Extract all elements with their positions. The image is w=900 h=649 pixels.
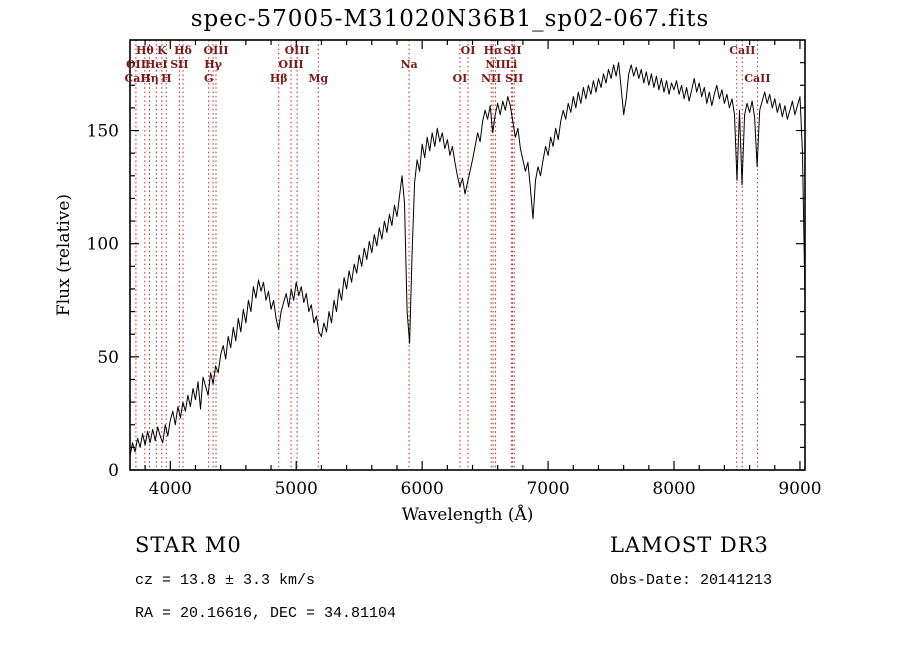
- svg-text:Mg: Mg: [308, 72, 328, 85]
- svg-text:OIII: OIII: [285, 44, 310, 57]
- svg-text:OIII: OIII: [279, 58, 304, 71]
- svg-text:CaII: CaII: [744, 72, 770, 85]
- svg-text:SII: SII: [170, 58, 188, 71]
- svg-text:Li: Li: [505, 58, 517, 71]
- svg-text:7000: 7000: [526, 479, 569, 499]
- svg-text:Hβ: Hβ: [270, 72, 288, 85]
- svg-text:0: 0: [108, 461, 119, 481]
- survey-release-label: LAMOST DR3: [610, 533, 769, 557]
- svg-text:8000: 8000: [652, 479, 695, 499]
- spectrum-trace: [129, 62, 806, 457]
- spectrum-chart: 4000 5000 6000 7000 8000 9000 0 50 100 150 Hθ K Hδ OI…: [87, 39, 822, 499]
- svg-text:100: 100: [87, 235, 119, 255]
- svg-text:OII: OII: [126, 58, 146, 71]
- svg-text:6000: 6000: [401, 479, 444, 499]
- svg-text:SII: SII: [505, 72, 523, 85]
- svg-text:5000: 5000: [275, 479, 318, 499]
- x-axis-label: Wavelength (Å): [401, 505, 534, 525]
- axes: 4000 5000 6000 7000 8000 9000 0 50 100 150: [87, 39, 822, 499]
- svg-text:4000: 4000: [149, 479, 192, 499]
- y-axis-label: Flux (relative): [54, 193, 74, 317]
- svg-text:NII: NII: [485, 58, 505, 71]
- svg-text:Hα: Hα: [484, 44, 503, 57]
- svg-text:K: K: [157, 44, 167, 57]
- svg-text:150: 150: [87, 122, 119, 142]
- svg-text:OI: OI: [453, 72, 468, 85]
- svg-text:Hθ: Hθ: [136, 44, 154, 57]
- svg-text:SII: SII: [503, 44, 521, 57]
- svg-text:Hδ: Hδ: [174, 44, 192, 57]
- obs-date-text: Obs-Date: 20141213: [610, 572, 773, 589]
- spectral-feature-lines: [135, 40, 758, 470]
- svg-text:HeI: HeI: [145, 58, 168, 71]
- svg-text:Hγ: Hγ: [204, 58, 222, 71]
- svg-text:G: G: [204, 72, 213, 85]
- plot-title: spec-57005-M31020N36B1_sp02-067.fits: [190, 6, 710, 32]
- svg-text:NII: NII: [481, 72, 501, 85]
- svg-text:OIII: OIII: [203, 44, 228, 57]
- svg-text:9000: 9000: [778, 479, 821, 499]
- radial-velocity-text: cz = 13.8 ± 3.3 km/s: [135, 572, 316, 589]
- svg-text:CaII: CaII: [729, 44, 755, 57]
- svg-text:Na: Na: [400, 58, 417, 71]
- svg-text:Hη: Hη: [140, 72, 158, 85]
- svg-text:OI: OI: [461, 44, 476, 57]
- object-class-label: STAR M0: [135, 533, 242, 557]
- svg-text:50: 50: [97, 348, 119, 368]
- coordinates-text: RA = 20.16616, DEC = 34.81104: [135, 605, 397, 622]
- svg-text:H: H: [161, 72, 171, 85]
- svg-text:CaII: CaII: [124, 72, 150, 85]
